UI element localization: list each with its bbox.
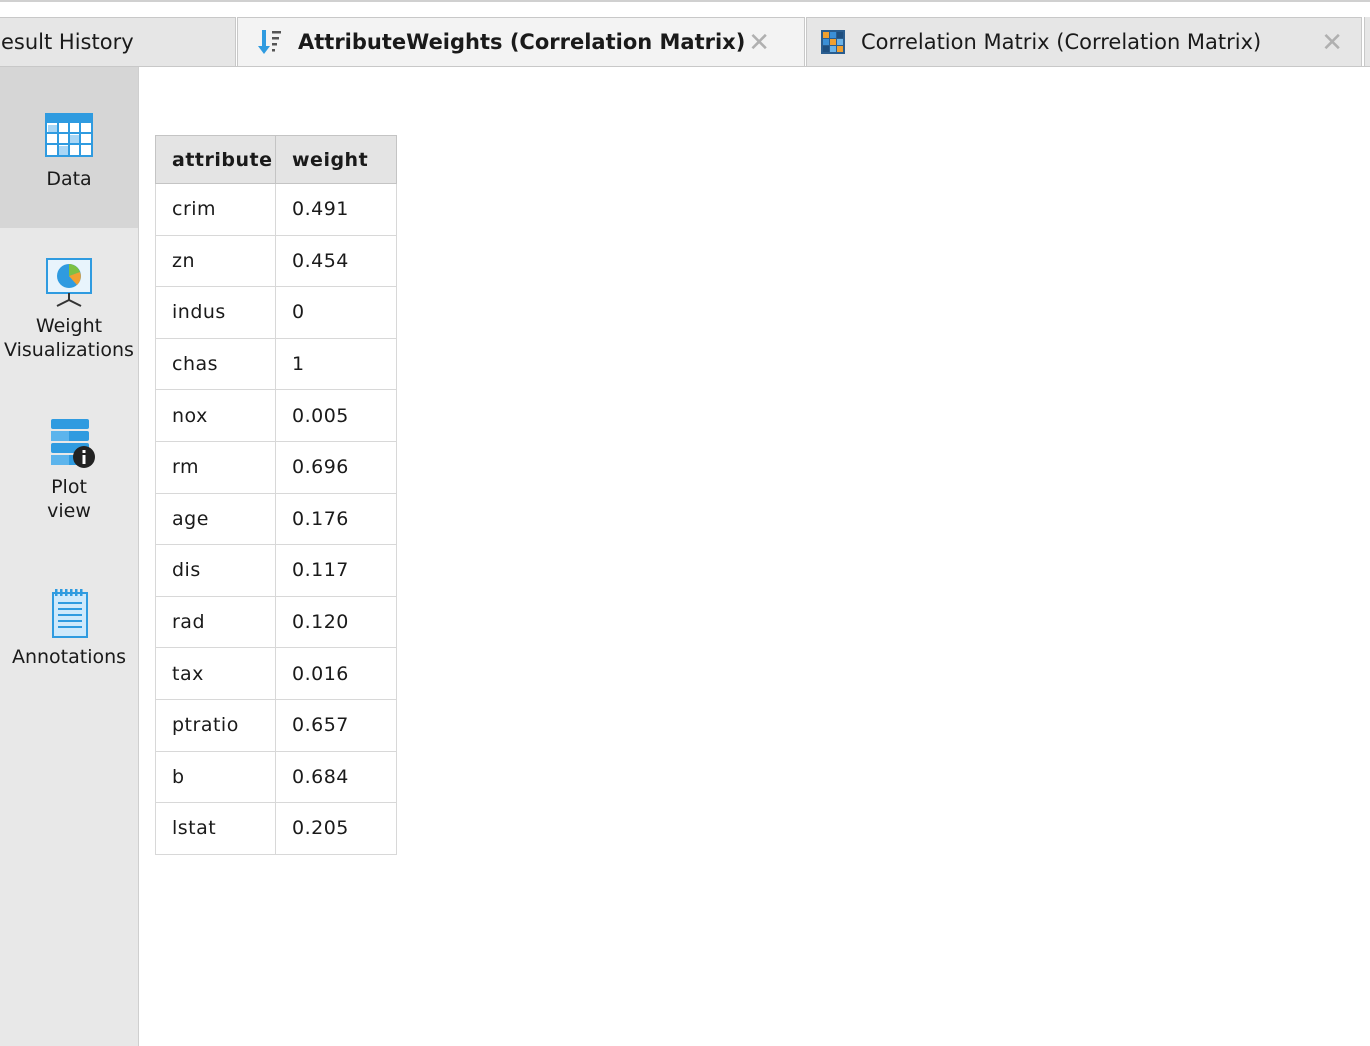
attribute-cell: lstat <box>155 802 276 855</box>
table-row[interactable]: chas 1 <box>155 337 397 391</box>
sidebar-item-label: Weight <box>35 315 103 337</box>
attribute-cell: zn <box>155 234 276 288</box>
close-icon[interactable]: ✕ <box>1321 28 1343 58</box>
sidebar-item-label: Data <box>46 168 92 190</box>
tab-bar-divider <box>0 66 1370 67</box>
sidebar-item-label: Plot <box>51 476 87 498</box>
table-row[interactable]: lstat 0.205 <box>155 802 397 855</box>
tab-correlation-matrix[interactable]: Correlation Matrix (Correlation Matrix) … <box>806 17 1362 66</box>
weight-cell: 0.696 <box>275 440 397 494</box>
notepad-icon <box>52 589 88 638</box>
table-row[interactable]: nox 0.005 <box>155 389 397 442</box>
table-row[interactable]: b 0.684 <box>155 750 397 804</box>
database-info-icon <box>51 419 95 468</box>
weight-cell: 1 <box>275 337 397 391</box>
tab-label: Correlation Matrix (Correlation Matrix) <box>861 30 1262 54</box>
sort-weights-icon <box>256 28 284 56</box>
weight-cell: 0.176 <box>275 492 397 546</box>
table-row[interactable]: indus 0 <box>155 286 397 339</box>
sidebar-item-data[interactable]: Data <box>0 67 138 228</box>
column-header-weight[interactable]: weight <box>275 135 397 184</box>
table-row[interactable]: zn 0.454 <box>155 234 397 288</box>
sidebar-item-weight-visualizations[interactable]: Weight Visualizations <box>0 256 138 376</box>
attribute-cell: b <box>155 750 276 804</box>
table-row[interactable]: rad 0.120 <box>155 595 397 649</box>
attribute-cell: ptratio <box>155 698 276 752</box>
weight-cell: 0 <box>275 286 397 339</box>
weight-cell: 0.016 <box>275 647 397 700</box>
presentation-chart-icon <box>46 258 92 307</box>
attribute-cell: chas <box>155 337 276 391</box>
attribute-weights-table: attribute weight crim 0.491 zn 0.454 indus… <box>155 135 397 855</box>
tab-result-history[interactable]: esult History <box>0 17 236 66</box>
table-row[interactable]: age 0.176 <box>155 492 397 546</box>
attribute-cell: age <box>155 492 276 546</box>
attribute-cell: crim <box>155 183 276 236</box>
table-row[interactable]: ptratio 0.657 <box>155 698 397 752</box>
results-tab-bar: esult History AttributeWeights (Correlat… <box>0 3 1370 67</box>
window-top-border <box>0 0 1370 2</box>
weight-cell: 0.454 <box>275 234 397 288</box>
table-header-row: attribute weight <box>155 135 397 184</box>
tab-label: AttributeWeights (Correlation Matrix) <box>298 30 746 54</box>
tab-label: esult History <box>1 30 134 54</box>
view-sidebar: Data Weight Visualizations Plot view <box>0 67 139 1046</box>
weight-cell: 0.005 <box>275 389 397 442</box>
attribute-cell: dis <box>155 544 276 597</box>
tab-attribute-weights[interactable]: AttributeWeights (Correlation Matrix) ✕ <box>237 17 805 66</box>
sidebar-item-label: Annotations <box>11 646 127 668</box>
weight-cell: 0.117 <box>275 544 397 597</box>
sidebar-item-label: Visualizations <box>4 339 134 361</box>
table-icon <box>45 113 93 157</box>
weight-cell: 0.657 <box>275 698 397 752</box>
tab-overflow-edge <box>1364 17 1370 66</box>
table-row[interactable]: crim 0.491 <box>155 183 397 236</box>
close-icon[interactable]: ✕ <box>748 28 770 58</box>
attribute-cell: nox <box>155 389 276 442</box>
attribute-cell: tax <box>155 647 276 700</box>
sidebar-item-annotations[interactable]: Annotations <box>0 587 138 707</box>
attribute-cell: rm <box>155 440 276 494</box>
sidebar-item-plot-view[interactable]: Plot view <box>0 417 138 537</box>
sidebar-item-label: view <box>47 500 91 522</box>
column-header-attribute[interactable]: attribute <box>155 135 276 184</box>
weight-cell: 0.205 <box>275 802 397 855</box>
weight-cell: 0.491 <box>275 183 397 236</box>
attribute-cell: rad <box>155 595 276 649</box>
table-row[interactable]: rm 0.696 <box>155 440 397 494</box>
attribute-cell: indus <box>155 286 276 339</box>
table-row[interactable]: tax 0.016 <box>155 647 397 700</box>
weight-cell: 0.684 <box>275 750 397 804</box>
weight-cell: 0.120 <box>275 595 397 649</box>
correlation-matrix-icon <box>819 28 847 56</box>
table-row[interactable]: dis 0.117 <box>155 544 397 597</box>
